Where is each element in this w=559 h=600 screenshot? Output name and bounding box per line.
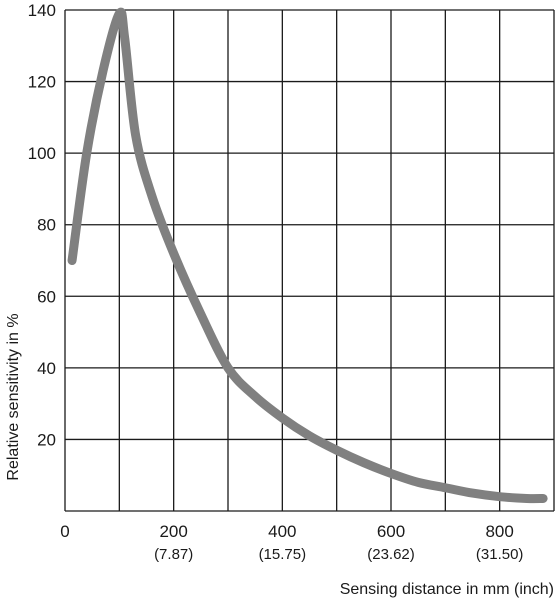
- series-layer: [67, 7, 548, 504]
- x-tick-label: 0: [60, 522, 69, 541]
- y-tick-label: 120: [28, 73, 56, 92]
- x-tick-label: 600: [377, 522, 405, 541]
- x-tick-label: 200: [159, 522, 187, 541]
- x-tick-sublabel: (23.62): [367, 546, 415, 563]
- x-tick-sublabel: (31.50): [476, 546, 524, 563]
- x-tick-label: 400: [268, 522, 296, 541]
- y-tick-label: 80: [37, 216, 56, 235]
- y-tick-label: 60: [37, 287, 56, 306]
- grid: [64, 9, 555, 512]
- x-tick-sublabel: (15.75): [259, 546, 307, 563]
- y-tick-label: 100: [28, 144, 56, 163]
- y-tick-label: 140: [28, 1, 56, 20]
- y-tick-labels: 20 40 60 80 100 120 140: [28, 1, 56, 449]
- x-tick-sublabel: (7.87): [154, 546, 193, 563]
- sensitivity-curve: [67, 7, 548, 504]
- y-axis-title: Relative sensitivity in %: [5, 313, 22, 480]
- y-tick-label: 40: [37, 359, 56, 378]
- x-axis-title: Sensing distance in mm (inch): [340, 581, 554, 598]
- y-tick-label: 20: [37, 430, 56, 449]
- x-tick-label: 800: [485, 522, 513, 541]
- x-tick-labels: 0 200 (7.87) 400 (15.75) 600 (23.62) 800 (31.50): [60, 522, 523, 563]
